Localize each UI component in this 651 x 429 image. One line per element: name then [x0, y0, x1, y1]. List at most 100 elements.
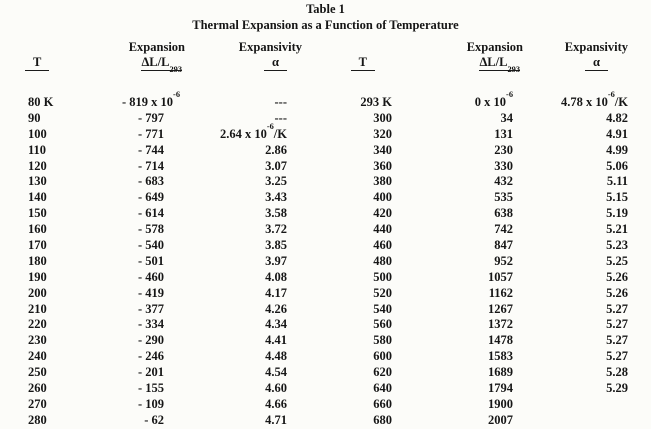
- cell-expansion-right: 0 x 10-6: [474, 90, 513, 109]
- cell-expansion-left: - 62: [144, 412, 164, 427]
- cell-t-right: 480: [373, 253, 392, 268]
- cell-expansivity-right: 5.15: [606, 190, 628, 205]
- cell-expansivity-right: 4.99: [606, 142, 628, 157]
- cell-expansion-left: - 819 x 10-6: [121, 90, 180, 109]
- cell-t-left: 150: [28, 206, 47, 221]
- cell-expansion-left: - 578: [137, 222, 164, 237]
- cell-expansivity-right: 5.27: [606, 349, 628, 364]
- cell-t-right: 520: [373, 285, 392, 300]
- cell-expansivity-right: 5.27: [606, 301, 628, 316]
- cell-expansion-left: - 155: [137, 381, 164, 396]
- cell-t-right: 560: [373, 317, 392, 332]
- cell-expansion-left: - 614: [137, 206, 164, 221]
- cell-expansivity-right: 5.29: [606, 381, 628, 396]
- cell-expansivity-right: 5.21: [606, 222, 628, 237]
- cell-t-left: 140: [28, 190, 47, 205]
- cell-expansivity-right: 5.27: [606, 317, 628, 332]
- cell-expansion-right: 1900: [488, 396, 513, 411]
- cell-t-right: 640: [373, 381, 392, 396]
- cell-expansivity-left: 2.86: [265, 142, 287, 157]
- header-t-left: T: [25, 55, 75, 74]
- cell-expansivity-left: 3.25: [265, 174, 287, 189]
- cell-expansion-left: - 744: [137, 142, 164, 157]
- cell-expansivity-left: 3.58: [265, 206, 287, 221]
- header-alpha-right: α: [493, 55, 608, 74]
- cell-expansion-right: 2007: [488, 412, 513, 427]
- cell-expansion-right: 952: [494, 253, 513, 268]
- cell-expansion-right: 330: [494, 158, 513, 173]
- cell-t-left: 240: [28, 349, 47, 364]
- cell-expansion-right: 535: [494, 190, 513, 205]
- cell-expansion-left: - 201: [137, 365, 164, 380]
- cell-expansivity-left: 3.43: [265, 190, 287, 205]
- cell-expansion-right: 638: [494, 206, 513, 221]
- cell-expansivity-left: 3.72: [265, 222, 287, 237]
- cell-expansivity-right: 4.78 x 10-6/K: [560, 90, 628, 109]
- cell-expansion-right: 1267: [488, 301, 513, 316]
- cell-expansion-right: 230: [494, 142, 513, 157]
- cell-expansion-right: 847: [494, 238, 513, 253]
- cell-t-right: 300: [373, 110, 392, 125]
- cell-t-left: 160: [28, 222, 47, 237]
- cell-expansion-left: - 377: [137, 301, 164, 316]
- cell-t-right: 600: [373, 349, 392, 364]
- header-alpha-left: α: [164, 55, 287, 74]
- cell-expansion-right: 1372: [488, 317, 513, 332]
- cell-t-right: 320: [373, 126, 392, 141]
- table-title: Thermal Expansion as a Function of Tempe…: [192, 18, 459, 32]
- cell-expansivity-left: 4.41: [265, 333, 287, 348]
- header-t-right: T: [270, 55, 375, 74]
- cell-expansivity-right: 5.11: [606, 174, 628, 189]
- cell-expansion-right: 1794: [488, 381, 513, 396]
- data-table: Expansion Expansivity Expansion Expansiv…: [25, 40, 628, 429]
- table-number: Table 1: [306, 2, 345, 16]
- cell-expansivity-left: ---: [274, 110, 288, 125]
- header-spacer: [28, 40, 78, 55]
- cell-t-right: 420: [373, 206, 392, 221]
- cell-t-right: 620: [373, 365, 392, 380]
- cell-expansivity-right: 5.26: [606, 285, 628, 300]
- header-expansion-left: Expansion: [128, 40, 185, 54]
- cell-t-left: 210: [28, 301, 47, 316]
- header-body-gap: [28, 74, 628, 95]
- cell-expansivity-right: 5.27: [606, 333, 628, 348]
- cell-expansion-right: 34: [500, 110, 514, 125]
- header-dl-l293-left: ΔL/L293: [141, 55, 182, 74]
- cell-t-left: 280: [28, 412, 47, 427]
- cell-t-left: 260: [28, 381, 47, 396]
- cell-expansivity-left: 4.34: [265, 317, 287, 332]
- header-expansion-right: Expansion: [466, 40, 523, 54]
- cell-expansion-left: - 419: [137, 285, 164, 300]
- cell-t-right: 400: [373, 190, 392, 205]
- cell-expansion-left: - 246: [137, 349, 164, 364]
- cell-t-right: 380: [373, 174, 392, 189]
- cell-expansion-left: - 109: [137, 396, 164, 411]
- cell-expansion-right: 1162: [488, 285, 513, 300]
- cell-expansion-left: - 501: [137, 253, 164, 268]
- cell-expansion-right: 742: [494, 222, 513, 237]
- cell-expansivity-left: 2.64 x 10-6/K: [219, 121, 287, 141]
- cell-t-right: 540: [373, 301, 392, 316]
- cell-expansivity-left: 4.71: [265, 412, 287, 427]
- cell-expansion-right: 1689: [488, 365, 513, 380]
- header-dl-l293-right: ΔL/L293: [479, 55, 520, 74]
- cell-t-left: 180: [28, 253, 47, 268]
- cell-t-right: 660: [373, 396, 392, 411]
- cell-expansion-left: - 540: [137, 238, 164, 253]
- cell-t-left: 250: [28, 365, 47, 380]
- cell-t-left: 80 K: [28, 95, 54, 109]
- cell-expansion-left: - 714: [137, 158, 164, 173]
- cell-t-left: 270: [28, 396, 47, 411]
- cell-t-left: 90: [28, 110, 41, 125]
- cell-t-left: 100: [28, 126, 47, 141]
- cell-t-right: 460: [373, 238, 392, 253]
- cell-expansion-right: 131: [494, 126, 513, 141]
- cell-expansion-right: 1478: [488, 333, 513, 348]
- cell-t-left: 190: [28, 269, 47, 284]
- cell-expansivity-right: 4.91: [606, 126, 628, 141]
- cell-t-left: 170: [28, 238, 47, 253]
- cell-t-left: 200: [28, 285, 47, 300]
- cell-t-right: 360: [373, 158, 392, 173]
- cell-expansivity-right: 5.26: [606, 269, 628, 284]
